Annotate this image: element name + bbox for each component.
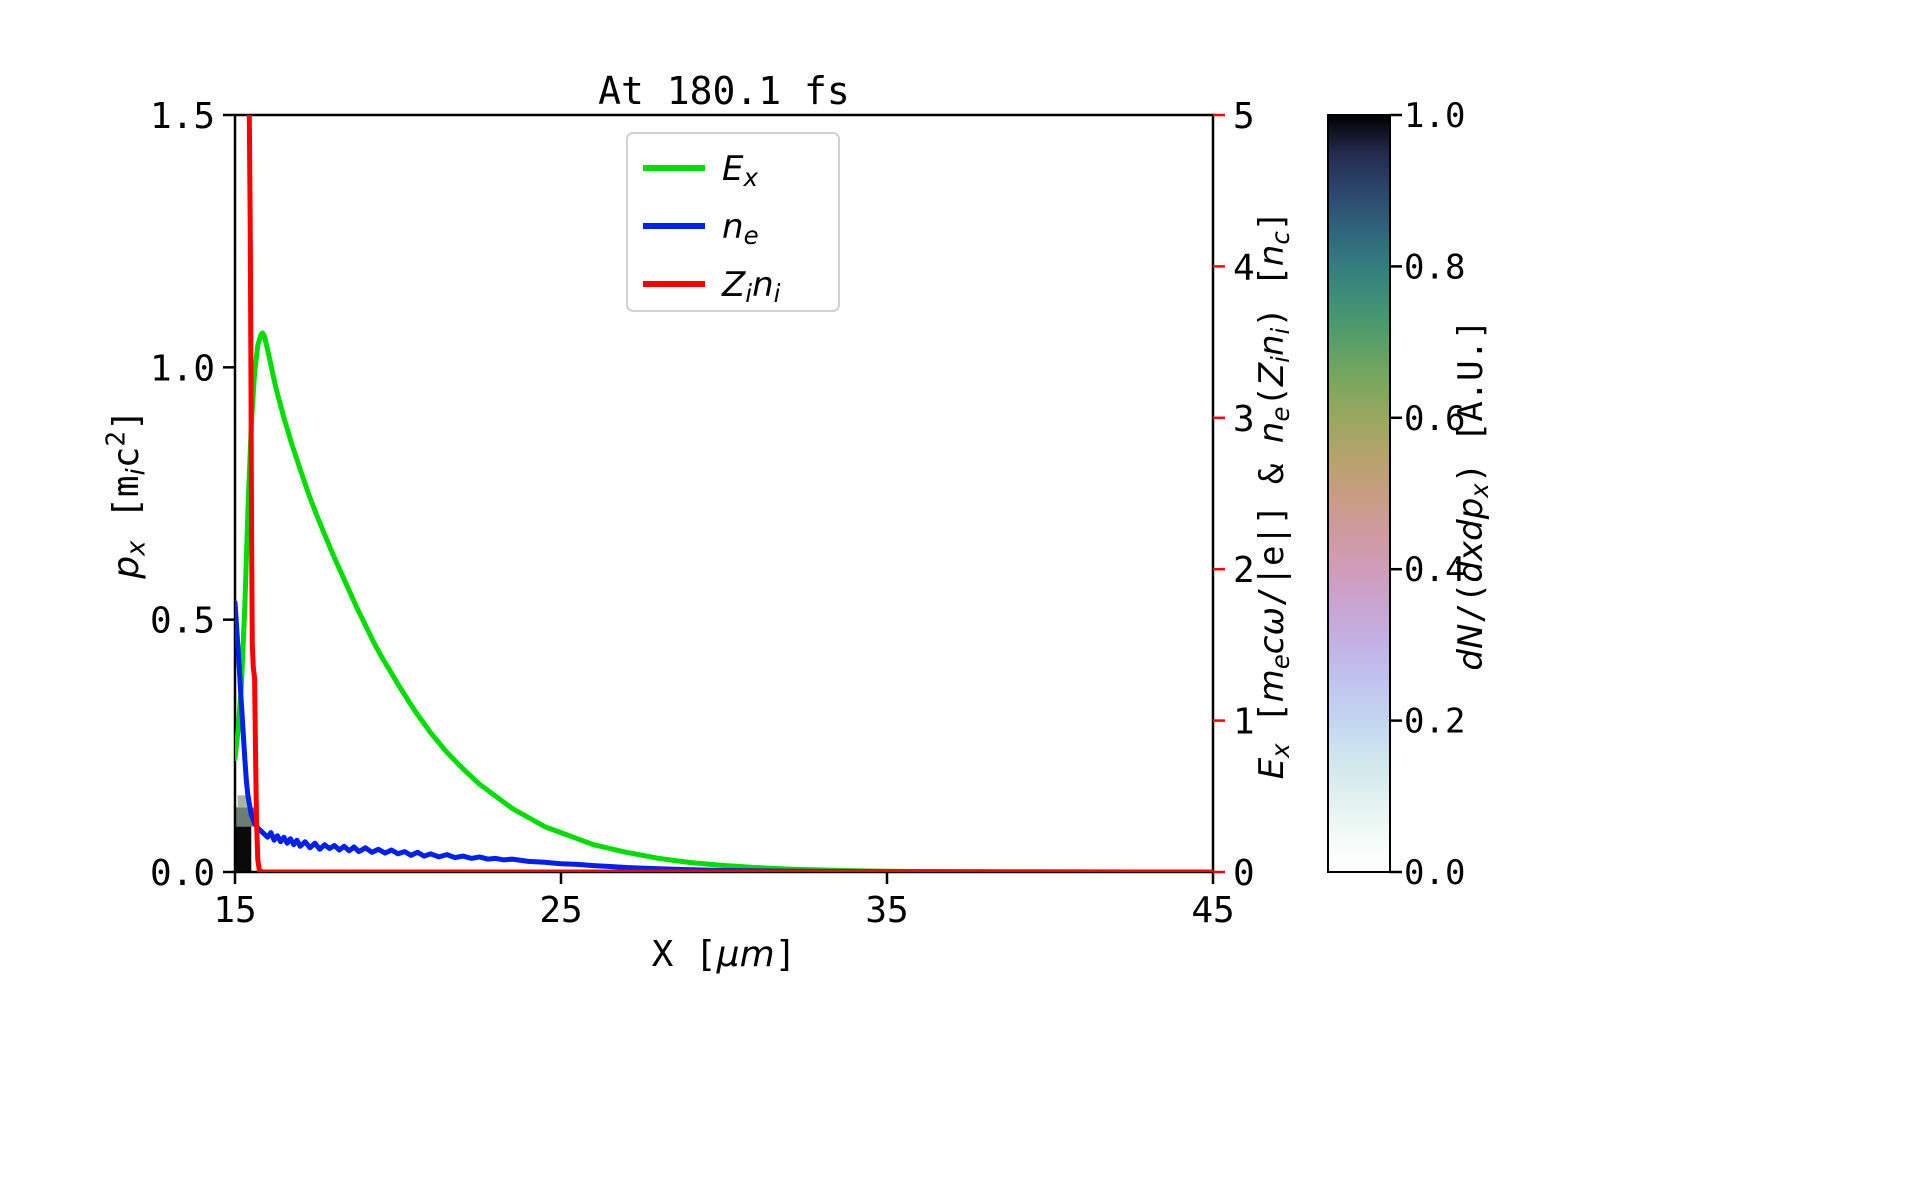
colorbar-tick-label: 0.6	[1404, 399, 1465, 439]
series-line-n_e	[235, 600, 1213, 872]
colorbar-gradient	[1327, 114, 1391, 873]
y-left-tick-label: 0.5	[150, 601, 215, 642]
y-left-tick-label: 1.0	[150, 348, 215, 389]
legend: Ex ne Zini	[626, 132, 840, 312]
x-tick-label: 45	[1191, 890, 1234, 931]
x-tick-label: 35	[865, 890, 908, 931]
heatmap-cell	[235, 826, 252, 872]
y-left-tick-label: 0.0	[150, 853, 215, 894]
y-right-tick-label: 1	[1233, 702, 1255, 743]
series-line-z_i-n_i	[246, 115, 1213, 872]
series-line-e_x	[235, 330, 1213, 872]
y-right-tick-label: 5	[1233, 96, 1255, 137]
x-tick-label: 15	[213, 890, 256, 931]
colorbar-tick-label: 1.0	[1404, 96, 1465, 136]
x-tick-label: 25	[539, 890, 582, 931]
y-right-tick-label: 2	[1233, 550, 1255, 591]
colorbar-tick-label: 0.0	[1404, 853, 1465, 893]
series-lines	[235, 115, 1213, 872]
colorbar-tick-label: 0.2	[1404, 702, 1465, 742]
y-axis-label-right: Ex [mecω/|e|] & ne(Zini) [nc]	[1252, 211, 1295, 780]
x-axis-label: X [μm]	[652, 934, 797, 975]
colorbar: 0.0 0.2 0.4 0.6 0.8 1.0 dN/(dxdpx) [A.U.]	[1327, 96, 1494, 893]
legend-label: Ex	[722, 149, 758, 192]
colorbar-axis-label: dN/(dxdpx) [A.U.]	[1451, 319, 1494, 670]
colorbar-tick-label: 0.4	[1404, 550, 1465, 590]
y-axis-label-left: px [mic2]	[101, 409, 151, 579]
legend-label: Zini	[721, 265, 781, 308]
colorbar-tick-label: 0.8	[1404, 247, 1465, 287]
y-left-tick-label: 1.5	[150, 96, 215, 137]
legend-box	[626, 132, 840, 312]
chart-title: At 180.1 fs	[598, 69, 850, 113]
legend-label: ne	[722, 207, 759, 250]
y-right-tick-label: 3	[1233, 399, 1255, 440]
y-right-tick-label: 0	[1233, 853, 1255, 894]
y-right-tick-label: 4	[1233, 247, 1255, 288]
